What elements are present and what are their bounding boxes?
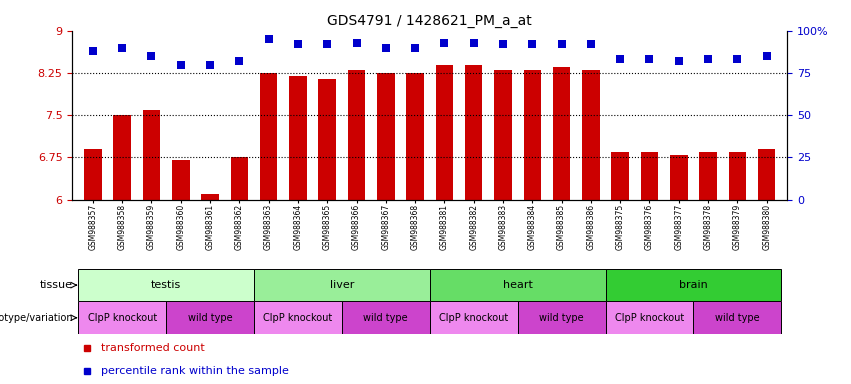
Bar xyxy=(430,301,517,334)
Bar xyxy=(84,149,101,200)
Point xyxy=(672,58,686,64)
Bar xyxy=(758,149,775,200)
Text: wild type: wild type xyxy=(188,313,232,323)
Point xyxy=(86,48,100,54)
Point xyxy=(730,56,744,63)
Text: wild type: wild type xyxy=(540,313,584,323)
Bar xyxy=(494,70,511,200)
Text: percentile rank within the sample: percentile rank within the sample xyxy=(101,366,288,376)
Bar xyxy=(342,301,430,334)
Point xyxy=(496,41,510,47)
Bar xyxy=(517,301,606,334)
Text: heart: heart xyxy=(503,280,533,290)
Bar xyxy=(78,269,254,301)
Text: tissue: tissue xyxy=(40,280,73,290)
Point xyxy=(555,41,568,47)
Bar xyxy=(260,73,277,200)
Title: GDS4791 / 1428621_PM_a_at: GDS4791 / 1428621_PM_a_at xyxy=(328,14,532,28)
Text: wild type: wild type xyxy=(715,313,760,323)
Point xyxy=(262,36,276,42)
Bar xyxy=(254,301,342,334)
Point xyxy=(291,41,305,47)
Point xyxy=(467,40,481,46)
Bar xyxy=(582,70,600,200)
Point xyxy=(525,41,539,47)
Bar xyxy=(553,67,570,200)
Point xyxy=(232,58,246,64)
Point xyxy=(203,61,217,68)
Point xyxy=(614,56,627,63)
Text: ClpP knockout: ClpP knockout xyxy=(88,313,157,323)
Bar xyxy=(201,194,219,200)
Bar xyxy=(377,73,395,200)
Point xyxy=(408,45,422,51)
Bar xyxy=(465,65,483,200)
Text: genotype/variation: genotype/variation xyxy=(0,313,73,323)
Point xyxy=(145,53,158,59)
Bar xyxy=(143,109,160,200)
Bar xyxy=(694,301,781,334)
Bar xyxy=(231,157,248,200)
Text: ClpP knockout: ClpP knockout xyxy=(439,313,508,323)
Point xyxy=(643,56,656,63)
Bar xyxy=(728,152,746,200)
Bar xyxy=(641,152,659,200)
Bar xyxy=(318,79,336,200)
Bar xyxy=(348,70,365,200)
Point xyxy=(437,40,451,46)
Point xyxy=(321,41,334,47)
Point xyxy=(584,41,597,47)
Bar xyxy=(78,301,166,334)
Bar xyxy=(670,155,688,200)
Text: liver: liver xyxy=(329,280,354,290)
Bar xyxy=(611,152,629,200)
Bar xyxy=(166,301,254,334)
Text: brain: brain xyxy=(679,280,708,290)
Bar xyxy=(606,301,694,334)
Point xyxy=(379,45,392,51)
Text: ClpP knockout: ClpP knockout xyxy=(263,313,333,323)
Text: testis: testis xyxy=(151,280,181,290)
Bar xyxy=(254,269,430,301)
Bar xyxy=(406,73,424,200)
Bar xyxy=(172,160,190,200)
Point xyxy=(174,61,187,68)
Bar xyxy=(430,269,606,301)
Point xyxy=(350,40,363,46)
Point xyxy=(116,45,129,51)
Text: ClpP knockout: ClpP knockout xyxy=(615,313,684,323)
Point xyxy=(760,53,774,59)
Bar xyxy=(436,65,454,200)
Bar xyxy=(700,152,717,200)
Point xyxy=(701,56,715,63)
Bar xyxy=(606,269,781,301)
Bar xyxy=(289,76,306,200)
Text: wild type: wild type xyxy=(363,313,408,323)
Text: transformed count: transformed count xyxy=(101,343,205,353)
Bar xyxy=(113,115,131,200)
Bar xyxy=(523,70,541,200)
